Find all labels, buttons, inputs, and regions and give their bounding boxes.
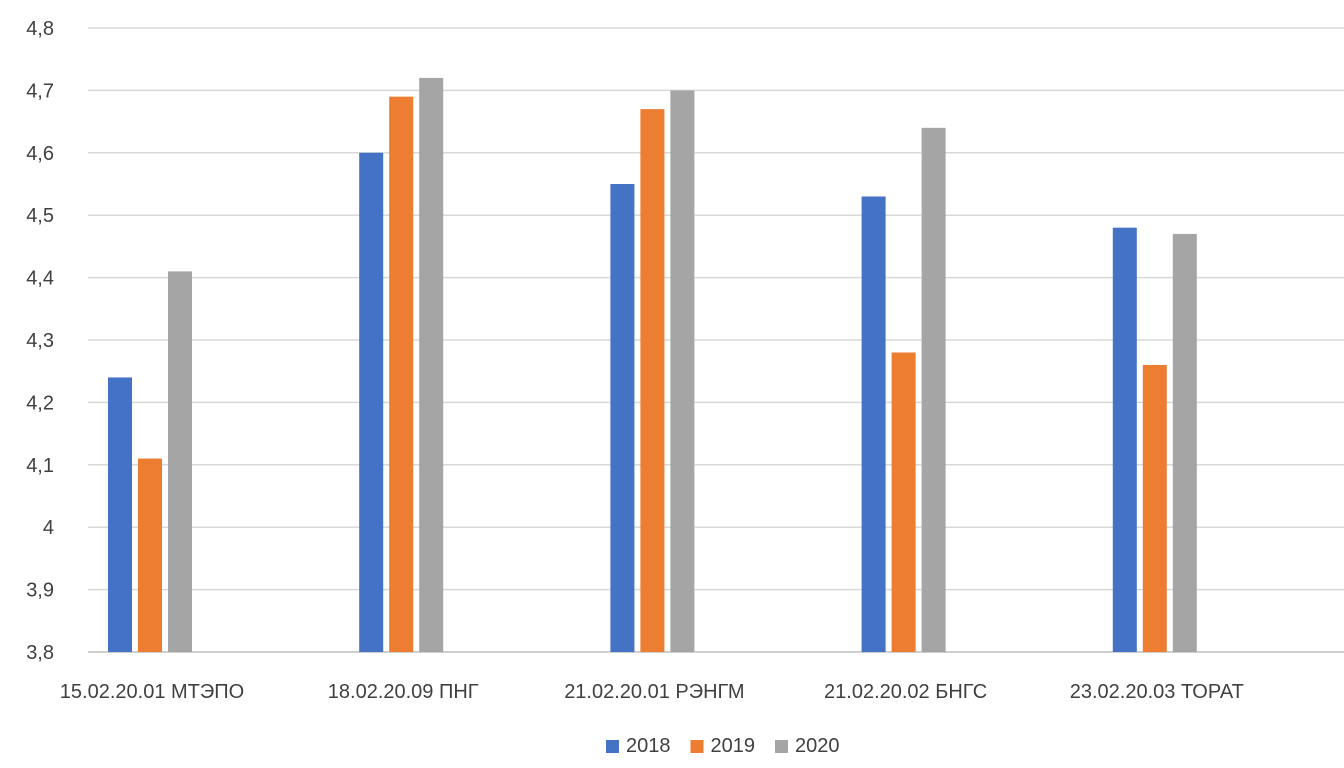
legend-swatch-2020 bbox=[775, 740, 788, 753]
y-tick-label: 4,2 bbox=[26, 392, 54, 414]
bar-2018-3 bbox=[861, 196, 886, 653]
y-tick-label: 4,4 bbox=[26, 268, 54, 290]
y-tick-label: 3,9 bbox=[26, 580, 54, 602]
x-category-label: 15.02.20.01 МТЭПО bbox=[60, 681, 244, 703]
x-category-label: 21.02.20.01 РЭНГМ bbox=[564, 681, 744, 703]
bar-2019-0 bbox=[138, 458, 162, 652]
bar-2018-2 bbox=[610, 184, 635, 652]
bar-2020-4 bbox=[1172, 233, 1197, 653]
bar-2019-1 bbox=[389, 96, 414, 652]
y-tick-label: 4,3 bbox=[26, 330, 54, 352]
bar-2020-3 bbox=[921, 127, 946, 653]
bar-2020-0 bbox=[168, 271, 192, 652]
bar-2018-4 bbox=[1112, 227, 1137, 652]
y-tick-label: 4 bbox=[43, 517, 54, 539]
y-tick-label: 4,8 bbox=[26, 18, 54, 40]
legend: 2018 2019 2020 bbox=[606, 735, 840, 757]
legend-label-2018: 2018 bbox=[626, 735, 671, 757]
bar-2019-4 bbox=[1142, 364, 1167, 652]
gridlines bbox=[88, 27, 1344, 653]
legend-label-2019: 2019 bbox=[711, 735, 756, 757]
x-category-label: 18.02.20.09 ПНГ bbox=[328, 681, 479, 703]
y-tick-label: 4,1 bbox=[26, 455, 54, 477]
bars bbox=[108, 77, 1197, 653]
legend-swatch-2019 bbox=[690, 740, 704, 753]
bar-2018-1 bbox=[359, 152, 384, 653]
x-category-label: 23.02.20.03 ТОРАТ bbox=[1070, 681, 1244, 703]
bar-2020-2 bbox=[670, 90, 695, 652]
y-tick-label: 4,7 bbox=[26, 80, 54, 102]
y-axis-ticks: 3,8 3,9 4 4,1 4,2 4,3 4,4 4,5 4,6 4,7 4,8 bbox=[26, 18, 54, 664]
legend-swatch-2018 bbox=[606, 740, 619, 753]
legend-label-2020: 2020 bbox=[795, 735, 840, 757]
y-tick-label: 4,6 bbox=[26, 143, 54, 165]
x-category-label: 21.02.20.02 БНГС bbox=[824, 681, 987, 703]
x-axis-labels: 15.02.20.01 МТЭПО 18.02.20.09 ПНГ 21.02.20… bbox=[60, 681, 1244, 703]
y-tick-label: 3,8 bbox=[26, 642, 54, 664]
bar-2019-3 bbox=[891, 352, 916, 652]
bar-2020-1 bbox=[419, 77, 444, 653]
y-tick-label: 4,5 bbox=[26, 205, 54, 227]
bar-2019-2 bbox=[640, 109, 665, 653]
bar-2018-0 bbox=[108, 377, 132, 652]
